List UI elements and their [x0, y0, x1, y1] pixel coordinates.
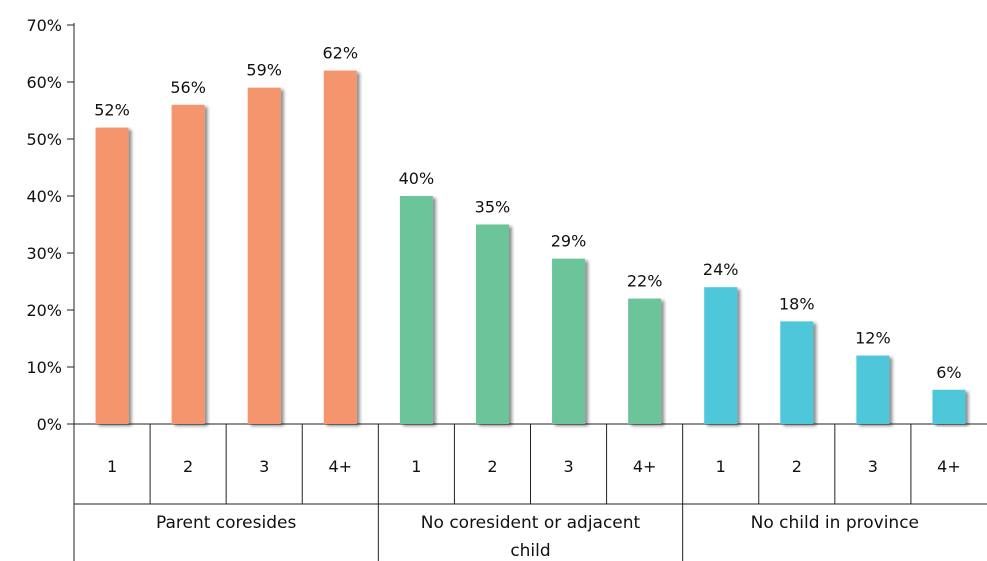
category-label: 2 — [183, 457, 193, 476]
data-label: 18% — [779, 294, 815, 313]
bar — [247, 87, 281, 424]
bar — [475, 224, 509, 424]
bar — [171, 104, 205, 425]
bar — [95, 127, 129, 424]
y-tick-label: 60% — [26, 73, 62, 92]
x-axis: 1 2 3 4+ Parent coresides 1 2 3 4+ No coresident … — [74, 423, 987, 561]
bar — [932, 389, 966, 424]
category-label: 1 — [716, 457, 726, 476]
group-label: child — [510, 541, 550, 561]
data-label: 52% — [94, 101, 130, 120]
data-label: 12% — [855, 329, 891, 348]
data-label: 59% — [246, 61, 282, 80]
bar — [323, 70, 357, 424]
y-tick-label: 30% — [26, 244, 62, 263]
category-label: 2 — [487, 457, 497, 476]
y-axis: 0% 10% 20% 30% 40% 50% 60% 70% — [26, 16, 75, 561]
category-label: 3 — [563, 457, 573, 476]
category-label: 1 — [411, 457, 421, 476]
bar — [704, 287, 738, 424]
y-tick-label: 40% — [26, 187, 62, 206]
bar — [856, 355, 890, 424]
bars — [95, 70, 966, 425]
group-label: Parent coresides — [156, 513, 296, 533]
data-label: 62% — [323, 44, 359, 63]
bar — [552, 258, 586, 424]
y-tick-label: 20% — [26, 301, 62, 320]
category-label: 3 — [259, 457, 269, 476]
category-label: 4+ — [633, 457, 657, 476]
category-label: 4+ — [937, 457, 961, 476]
category-label: 2 — [792, 457, 802, 476]
bar — [780, 321, 814, 424]
group-label: No coresident or adjacent — [421, 513, 641, 533]
bar — [628, 298, 662, 424]
data-labels: 52% 56% 59% 62% 40% 35% 29% 22% 24% 18% 12% 6% — [94, 44, 961, 382]
category-label: 4+ — [328, 457, 352, 476]
data-label: 22% — [627, 272, 663, 291]
y-tick-label: 50% — [26, 130, 62, 149]
y-tick-label: 10% — [26, 358, 62, 377]
y-tick-label: 70% — [26, 16, 62, 35]
category-label: 1 — [107, 457, 117, 476]
data-label: 6% — [936, 363, 961, 382]
data-label: 56% — [170, 78, 206, 97]
y-tick-label: 0% — [37, 415, 62, 434]
category-label: 3 — [868, 457, 878, 476]
data-label: 24% — [703, 260, 739, 279]
data-label: 35% — [475, 198, 511, 217]
group-label: No child in province — [751, 513, 919, 533]
data-label: 40% — [399, 169, 435, 188]
data-label: 29% — [551, 232, 587, 251]
bar — [399, 196, 433, 424]
